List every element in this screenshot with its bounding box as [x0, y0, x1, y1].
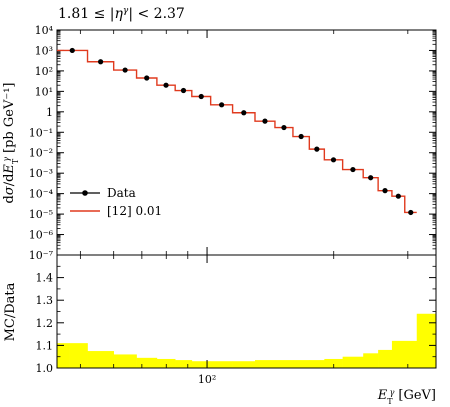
title-eta: η — [115, 6, 124, 22]
top-y-axis-label: dσ/dETγ [pb GeV⁻¹] — [2, 83, 20, 204]
ratio-band-bin — [175, 360, 193, 368]
data-point — [382, 188, 388, 194]
top-y-tick-label: 10⁻¹ — [29, 126, 53, 139]
top-y-tick-label: 10⁴ — [35, 24, 54, 37]
data-point — [408, 209, 414, 216]
data-point — [368, 175, 374, 181]
title-prefix: 1.81 ≤ | — [58, 6, 115, 22]
ratio-band-bin — [136, 357, 158, 368]
ylabel-slash: /d — [2, 174, 17, 187]
ratio-band-bin — [191, 361, 211, 368]
data-point — [198, 93, 204, 100]
top-y-tick-label: 10⁻³ — [29, 167, 53, 180]
ylabel-units: [pb GeV⁻¹] — [2, 83, 17, 153]
ratio-band-bin — [210, 361, 233, 368]
ratio-y-tick-label: 1.1 — [36, 339, 54, 352]
data-point — [219, 102, 225, 108]
data-point — [395, 193, 401, 199]
ratio-y-ticks: 1.0 1.1 1.2 1.3 1.4 — [36, 265, 436, 375]
ratio-y-axis-label: MC/Data — [3, 282, 18, 341]
legend-mc-label: [12] 0.01 — [107, 204, 162, 218]
ratio-band-bin — [113, 354, 137, 368]
top-y-tick-label: 10⁻² — [29, 147, 53, 160]
top-y-tick-label: 10⁻⁵ — [29, 208, 53, 221]
ylabel-d: d — [2, 195, 17, 203]
data-point — [122, 67, 128, 73]
ratio-band-bin — [324, 358, 343, 368]
ylabel-T: T — [11, 158, 20, 164]
ratio-band-bin — [156, 358, 176, 368]
top-y-tick-label: 10³ — [35, 44, 53, 57]
data-point — [330, 157, 337, 163]
title-suffix: | < 2.37 — [128, 6, 185, 22]
data-point — [163, 82, 169, 88]
data-point — [144, 75, 150, 81]
top-y-tick-label: 1 — [46, 106, 53, 119]
ratio-band-bin — [292, 360, 310, 368]
ylabel-gamma: γ — [2, 157, 11, 162]
data-point — [314, 146, 320, 152]
data-point — [241, 110, 247, 116]
top-y-tick-label: 10⁻⁷ — [29, 249, 54, 262]
top-panel: 10⁴ 10³ 10² 10¹ 1 10⁻¹ 10⁻² 10⁻³ 10⁻⁴ 10⁻⁵ 10⁻⁶ 10⁻… — [29, 24, 437, 262]
ratio-panel: 1.0 1.1 1.2 1.3 1.4 10² — [36, 254, 437, 386]
ratio-y-tick-label: 1.0 — [36, 362, 54, 375]
xlabel-units: [GeV] — [398, 388, 436, 403]
ratio-y-tick-label: 1.2 — [36, 317, 54, 330]
legend-data-label: Data — [107, 186, 136, 200]
ratio-band-bin — [391, 340, 418, 368]
data-point — [98, 59, 104, 65]
x-tick-label: 10² — [198, 373, 216, 386]
ratio-band-bin — [87, 351, 114, 368]
chart-title: 1.81 ≤ |ηγ| < 2.37 — [58, 6, 185, 22]
ratio-band-bin — [69, 343, 88, 368]
xlabel-T: T — [387, 397, 393, 406]
ratio-band-bin — [232, 361, 256, 368]
ratio-band-bin — [378, 349, 393, 368]
data-point — [298, 133, 304, 140]
ratio-y-tick-label: 1.4 — [36, 272, 54, 285]
title-gamma: γ — [123, 6, 129, 16]
data-point — [281, 124, 287, 131]
data-point — [262, 118, 268, 124]
top-y-tick-label: 10⁻⁴ — [29, 188, 54, 201]
ratio-band-bin — [309, 360, 325, 368]
data-point — [69, 47, 75, 54]
top-y-tick-label: 10⁻⁶ — [29, 229, 54, 242]
top-y-tick-label: 10¹ — [35, 85, 53, 98]
ratio-band-bin — [416, 313, 437, 368]
top-y-tick-label: 10² — [35, 65, 53, 78]
top-x-ticks — [79, 30, 409, 255]
data-point — [350, 166, 356, 173]
ratio-x-ticks: 10² — [79, 255, 409, 386]
xlabel-E: E — [377, 388, 388, 403]
ylabel-E: E — [2, 164, 17, 175]
legend-data-marker — [82, 190, 88, 196]
ratio-band-bin — [57, 343, 70, 368]
ratio-band-bin — [254, 360, 276, 368]
xlabel-gamma: γ — [390, 388, 395, 397]
top-y-ticks: 10⁴ 10³ 10² 10¹ 1 10⁻¹ 10⁻² 10⁻³ 10⁻⁴ 10⁻⁵ 10⁻⁶ 10⁻… — [29, 24, 436, 262]
ratio-band-bin — [274, 360, 294, 368]
ratio-band — [57, 313, 437, 368]
ratio-band-bin — [363, 353, 379, 368]
ratio-y-tick-label: 1.3 — [36, 294, 54, 307]
x-axis-label: ETγ [GeV] — [377, 388, 436, 406]
data-point — [180, 87, 187, 94]
legend: Data [12] 0.01 — [70, 186, 162, 218]
ylabel-sigma: σ — [2, 185, 17, 195]
top-series — [57, 47, 417, 216]
ratio-band-bin — [342, 356, 364, 368]
